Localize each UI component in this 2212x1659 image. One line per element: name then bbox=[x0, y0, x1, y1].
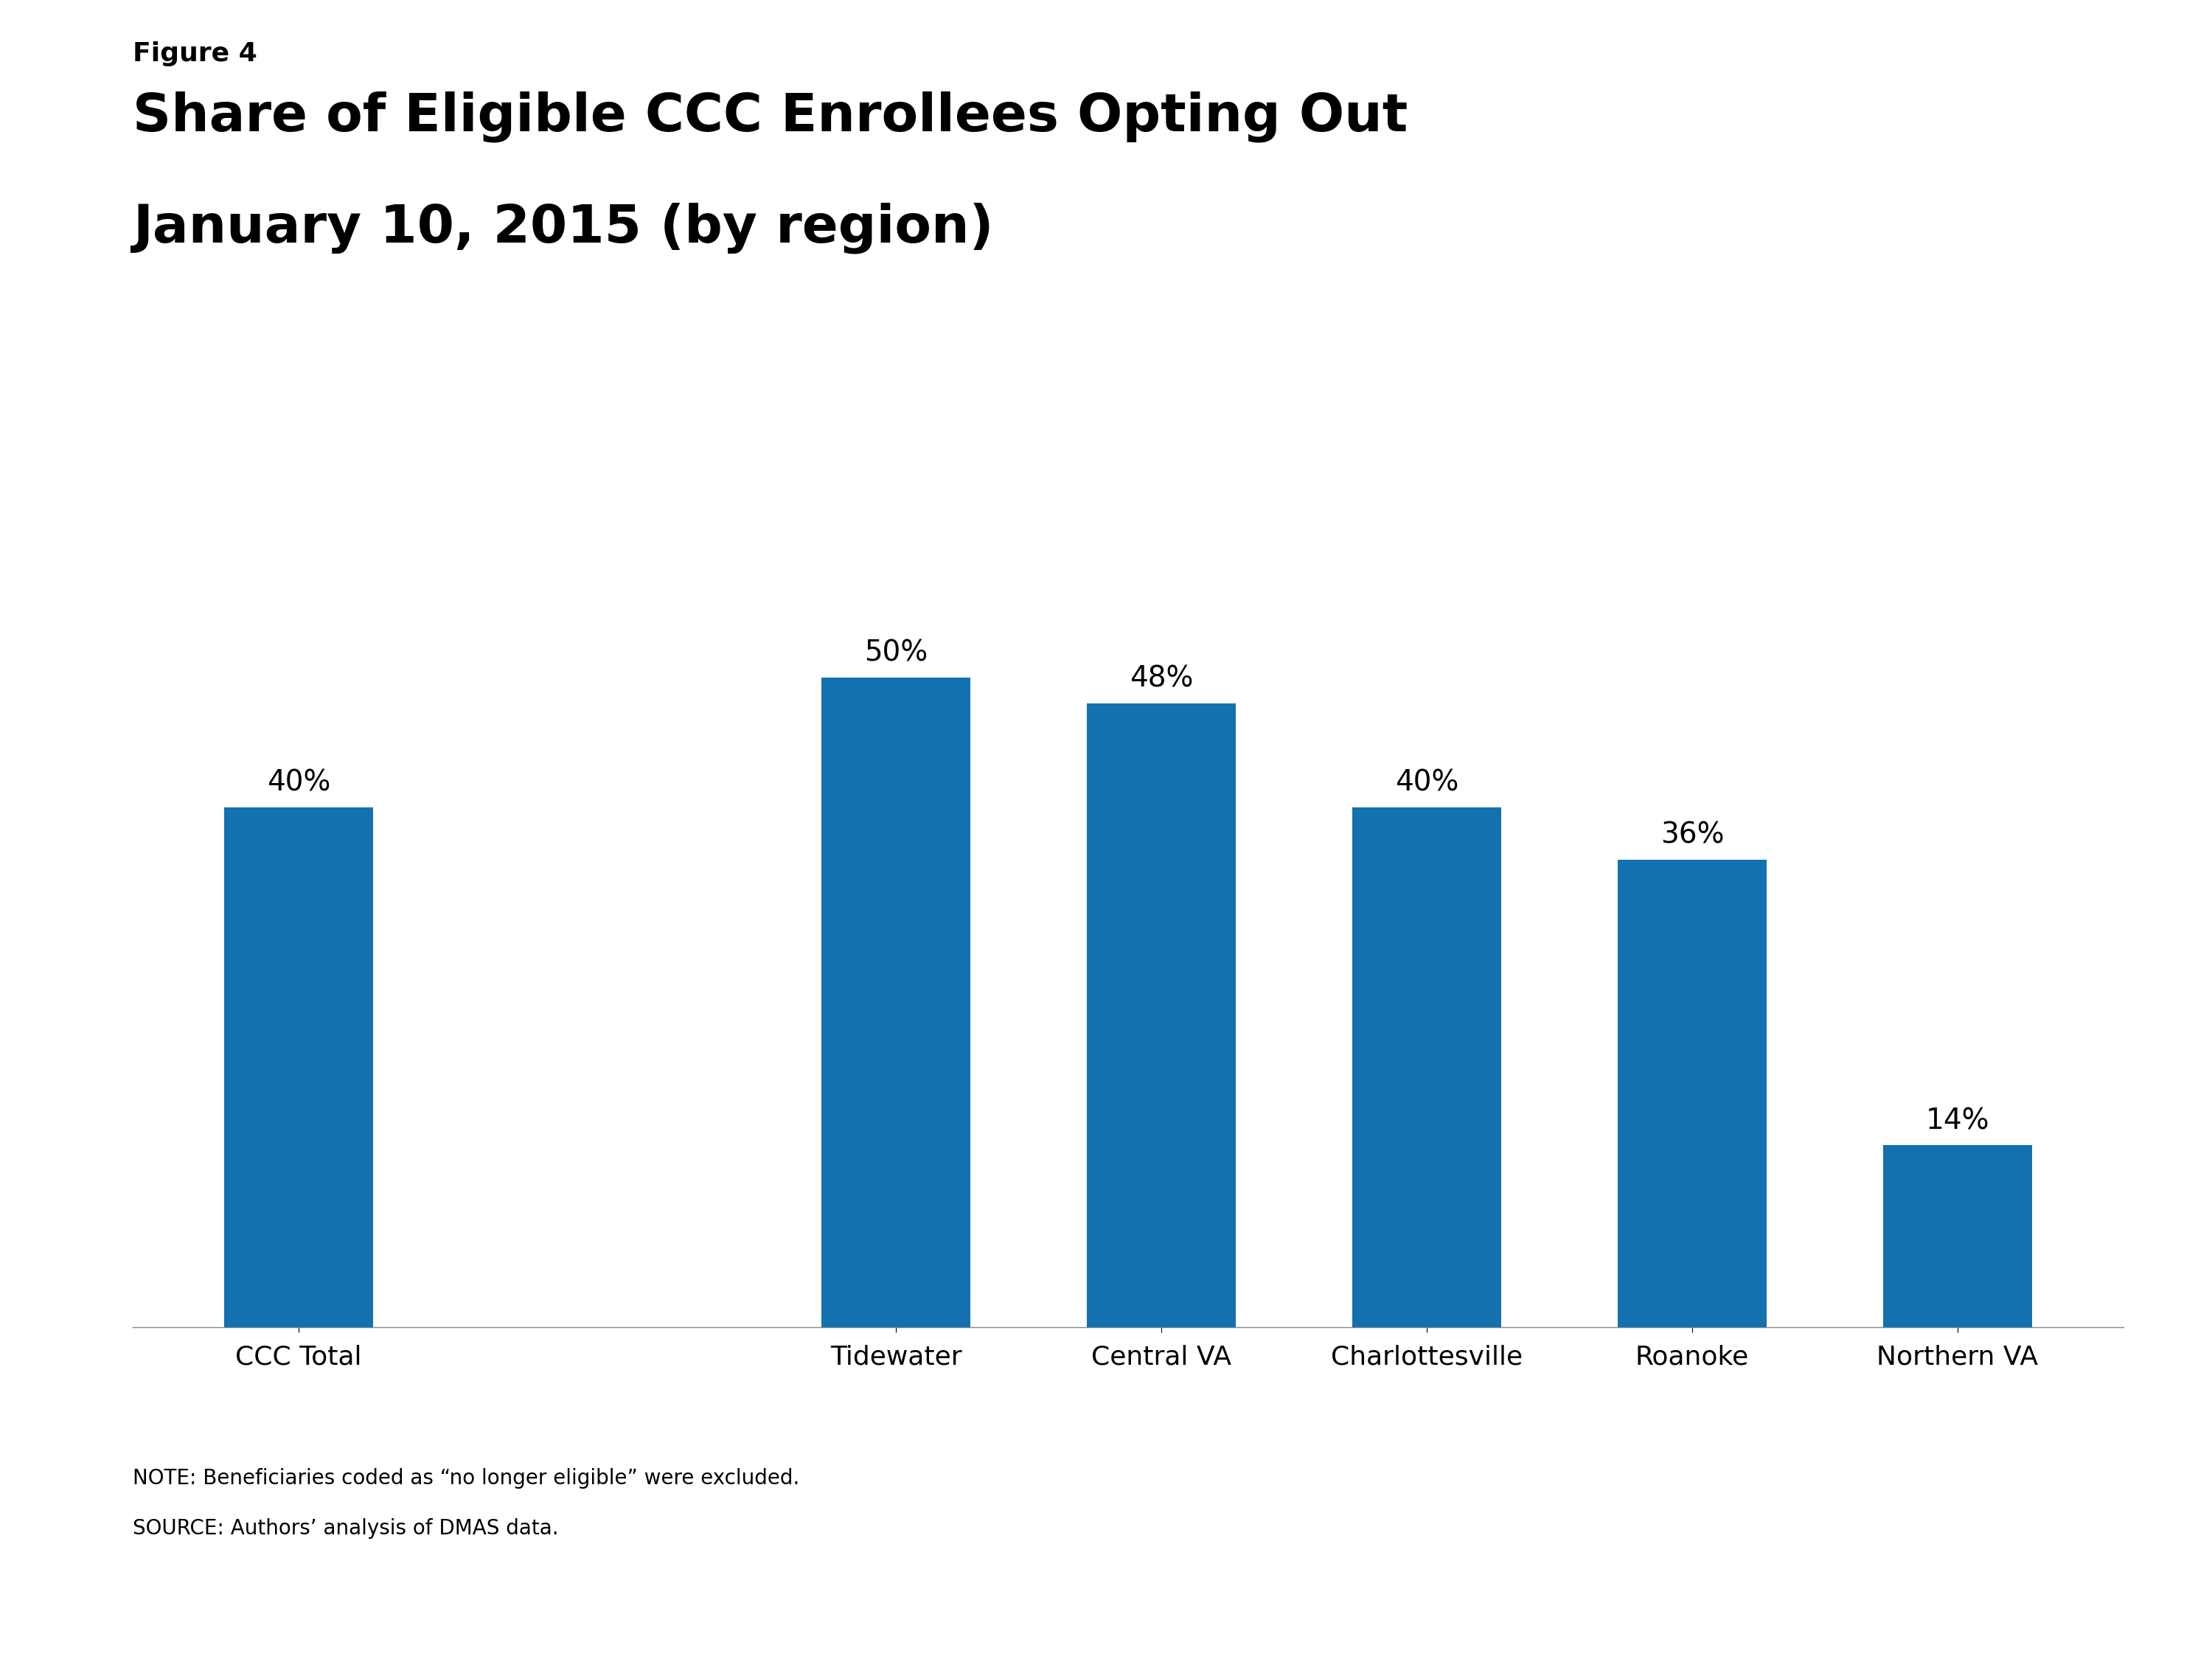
Text: 36%: 36% bbox=[1661, 821, 1723, 849]
Bar bbox=[223, 808, 374, 1327]
Text: Share of Eligible CCC Enrollees Opting Out: Share of Eligible CCC Enrollees Opting O… bbox=[133, 91, 1407, 143]
Text: THE HENRY J.: THE HENRY J. bbox=[1971, 1445, 2022, 1452]
Bar bbox=[1617, 859, 1767, 1327]
Text: NOTE: Beneficiaries coded as “no longer eligible” were excluded.: NOTE: Beneficiaries coded as “no longer … bbox=[133, 1468, 799, 1488]
Text: FOUNDATION: FOUNDATION bbox=[1975, 1583, 2017, 1589]
Text: 14%: 14% bbox=[1927, 1107, 1989, 1135]
Bar bbox=[821, 677, 971, 1327]
Text: Figure 4: Figure 4 bbox=[133, 41, 257, 66]
Text: 40%: 40% bbox=[1396, 770, 1458, 796]
Text: 48%: 48% bbox=[1130, 665, 1192, 693]
Text: SOURCE: Authors’ analysis of DMAS data.: SOURCE: Authors’ analysis of DMAS data. bbox=[133, 1518, 560, 1538]
Text: 50%: 50% bbox=[865, 639, 927, 667]
Text: FAMILY: FAMILY bbox=[1964, 1526, 2028, 1541]
Bar bbox=[1086, 703, 1237, 1327]
Text: KAISER: KAISER bbox=[1962, 1477, 2031, 1491]
Bar bbox=[1882, 1145, 2033, 1327]
Text: 40%: 40% bbox=[268, 770, 330, 796]
Bar bbox=[1352, 808, 1502, 1327]
Text: January 10, 2015 (by region): January 10, 2015 (by region) bbox=[133, 202, 993, 254]
